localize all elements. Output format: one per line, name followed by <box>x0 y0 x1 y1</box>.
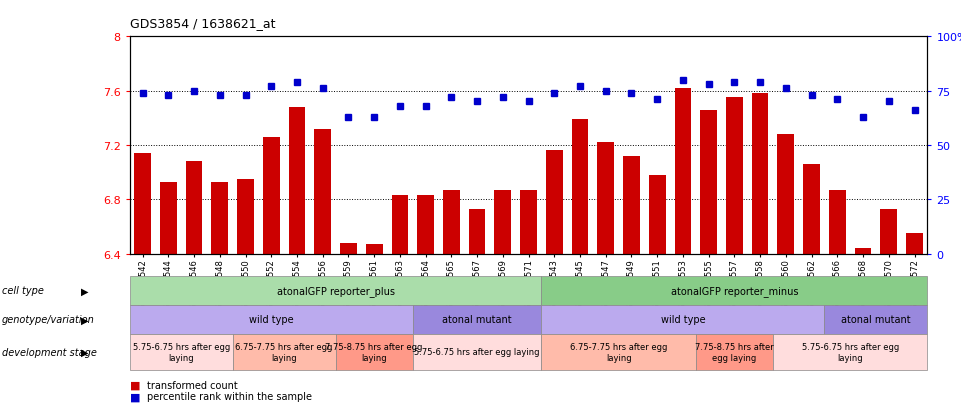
Text: GDS3854 / 1638621_at: GDS3854 / 1638621_at <box>130 17 275 29</box>
Text: atonalGFP reporter_minus: atonalGFP reporter_minus <box>671 285 799 296</box>
Bar <box>546 151 562 254</box>
Text: ▶: ▶ <box>81 315 88 325</box>
Text: 6.75-7.75 hrs after egg
laying: 6.75-7.75 hrs after egg laying <box>235 342 333 362</box>
Text: cell type: cell type <box>2 286 44 296</box>
Bar <box>211 182 228 254</box>
Text: atonal mutant: atonal mutant <box>442 315 512 325</box>
Bar <box>623 157 640 254</box>
Text: 5.75-6.75 hrs after egg
laying: 5.75-6.75 hrs after egg laying <box>801 342 899 362</box>
Bar <box>880 209 898 254</box>
Text: 7.75-8.75 hrs after egg
laying: 7.75-8.75 hrs after egg laying <box>326 342 423 362</box>
Text: development stage: development stage <box>2 347 97 357</box>
Text: wild type: wild type <box>249 315 293 325</box>
Bar <box>777 135 794 254</box>
Bar <box>417 196 434 254</box>
Bar <box>314 129 332 254</box>
Bar <box>906 234 923 254</box>
Bar <box>495 190 511 254</box>
Text: ▶: ▶ <box>81 286 88 296</box>
Bar <box>752 94 769 254</box>
Bar <box>340 243 357 254</box>
Text: transformed count: transformed count <box>147 380 237 390</box>
Bar <box>572 120 588 254</box>
Text: percentile rank within the sample: percentile rank within the sample <box>147 392 312 401</box>
Bar <box>366 244 382 254</box>
Text: ■: ■ <box>130 380 144 390</box>
Bar <box>649 176 666 254</box>
Bar <box>726 98 743 254</box>
Bar <box>854 249 872 254</box>
Text: ■: ■ <box>130 392 144 401</box>
Bar <box>803 164 820 254</box>
Bar <box>443 190 459 254</box>
Bar <box>829 190 846 254</box>
Text: 7.75-8.75 hrs after
egg laying: 7.75-8.75 hrs after egg laying <box>695 342 774 362</box>
Bar <box>701 110 717 254</box>
Bar <box>185 162 203 254</box>
Bar <box>391 196 408 254</box>
Bar <box>160 182 177 254</box>
Bar <box>520 190 537 254</box>
Text: genotype/variation: genotype/variation <box>2 315 95 325</box>
Bar <box>288 108 306 254</box>
Bar <box>675 89 691 254</box>
Bar <box>469 209 485 254</box>
Text: atonal mutant: atonal mutant <box>841 315 911 325</box>
Text: 5.75-6.75 hrs after egg
laying: 5.75-6.75 hrs after egg laying <box>133 342 230 362</box>
Text: 6.75-7.75 hrs after egg
laying: 6.75-7.75 hrs after egg laying <box>570 342 667 362</box>
Bar <box>598 143 614 254</box>
Bar <box>263 138 280 254</box>
Text: ▶: ▶ <box>81 347 88 357</box>
Bar <box>237 180 254 254</box>
Text: wild type: wild type <box>660 315 705 325</box>
Text: atonalGFP reporter_plus: atonalGFP reporter_plus <box>277 285 395 296</box>
Text: 5.75-6.75 hrs after egg laying: 5.75-6.75 hrs after egg laying <box>414 348 540 356</box>
Bar <box>135 154 151 254</box>
